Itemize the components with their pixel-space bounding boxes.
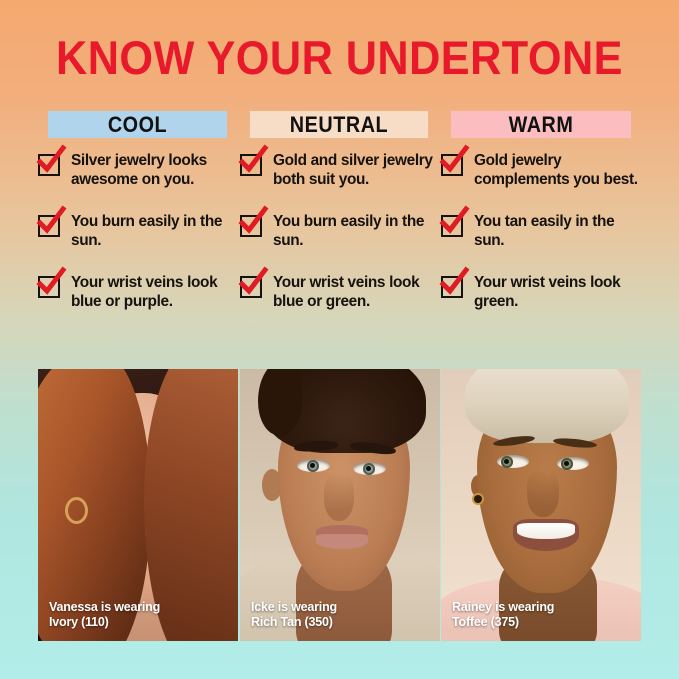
list-item: You tan easily in the sun. (439, 205, 641, 250)
list-item-label: Silver jewelry looks awesome on you. (71, 152, 207, 188)
portrait-illustration (240, 369, 440, 641)
checkbox-checked-icon (439, 205, 470, 238)
photo-caption-line2: Ivory (110) (49, 614, 109, 629)
checkbox-checked-icon (439, 144, 470, 176)
checkbox-checked-icon (36, 266, 67, 299)
checklist-warm: Gold jewelry complements you best. You t… (439, 144, 641, 336)
column-header-cool: COOL (47, 111, 228, 138)
model-photo-warm: Rainey is wearing Toffee (375) (441, 369, 641, 641)
photo-caption-line2: Toffee (375) (452, 614, 519, 629)
checkbox-checked-icon (238, 205, 269, 238)
checkbox-checked-icon (36, 144, 67, 176)
list-item: Silver jewelry looks awesome on you. (36, 144, 238, 189)
checklist-neutral: Gold and silver jewelry both suit you. Y… (238, 144, 440, 336)
photo-caption: Vanessa is wearing Ivory (110) (49, 600, 160, 629)
list-item-label: You tan easily in the sun. (474, 213, 615, 249)
checklist-cool: Silver jewelry looks awesome on you. You… (36, 144, 238, 336)
model-photo-cool: Vanessa is wearing Ivory (110) (38, 369, 238, 641)
column-header-warm: WARM (451, 111, 631, 138)
checkbox-checked-icon (439, 266, 470, 299)
list-item: Gold and silver jewelry both suit you. (238, 144, 440, 189)
list-item-label: You burn easily in the sun. (273, 213, 425, 249)
list-item: Your wrist veins look green. (439, 266, 641, 311)
photo-caption-line2: Rich Tan (350) (251, 614, 333, 629)
photo-caption: Rainey is wearing Toffee (375) (452, 600, 554, 629)
photo-caption-line1: Icke is wearing (251, 600, 337, 614)
column-header-neutral: NEUTRAL (249, 111, 429, 138)
list-item-label: Gold jewelry complements you best. (474, 152, 638, 188)
portrait-illustration (441, 369, 641, 641)
list-item: Your wrist veins look blue or purple. (36, 266, 238, 311)
list-item: Gold jewelry complements you best. (439, 144, 641, 189)
list-item: Your wrist veins look blue or green. (238, 266, 440, 311)
checkbox-checked-icon (36, 205, 67, 238)
portrait-illustration (38, 369, 238, 641)
photo-caption-line1: Vanessa is wearing (49, 600, 161, 614)
list-item: You burn easily in the sun. (238, 205, 440, 250)
model-photo-neutral: Icke is wearing Rich Tan (350) (240, 369, 440, 641)
list-item-label: Your wrist veins look green. (474, 274, 621, 310)
photo-caption: Icke is wearing Rich Tan (350) (251, 600, 337, 629)
checkbox-checked-icon (238, 266, 269, 299)
hoop-earring-icon (65, 497, 88, 524)
page-title: KNOW YOUR UNDERTONE (56, 31, 623, 84)
checkbox-checked-icon (238, 144, 269, 176)
list-item: You burn easily in the sun. (36, 205, 238, 250)
stud-earring-icon (474, 495, 482, 503)
photo-caption-line1: Rainey is wearing (452, 600, 555, 614)
list-item-label: You burn easily in the sun. (71, 213, 223, 249)
list-item-label: Your wrist veins look blue or purple. (71, 274, 218, 310)
list-item-label: Gold and silver jewelry both suit you. (273, 152, 433, 188)
list-item-label: Your wrist veins look blue or green. (273, 274, 420, 310)
